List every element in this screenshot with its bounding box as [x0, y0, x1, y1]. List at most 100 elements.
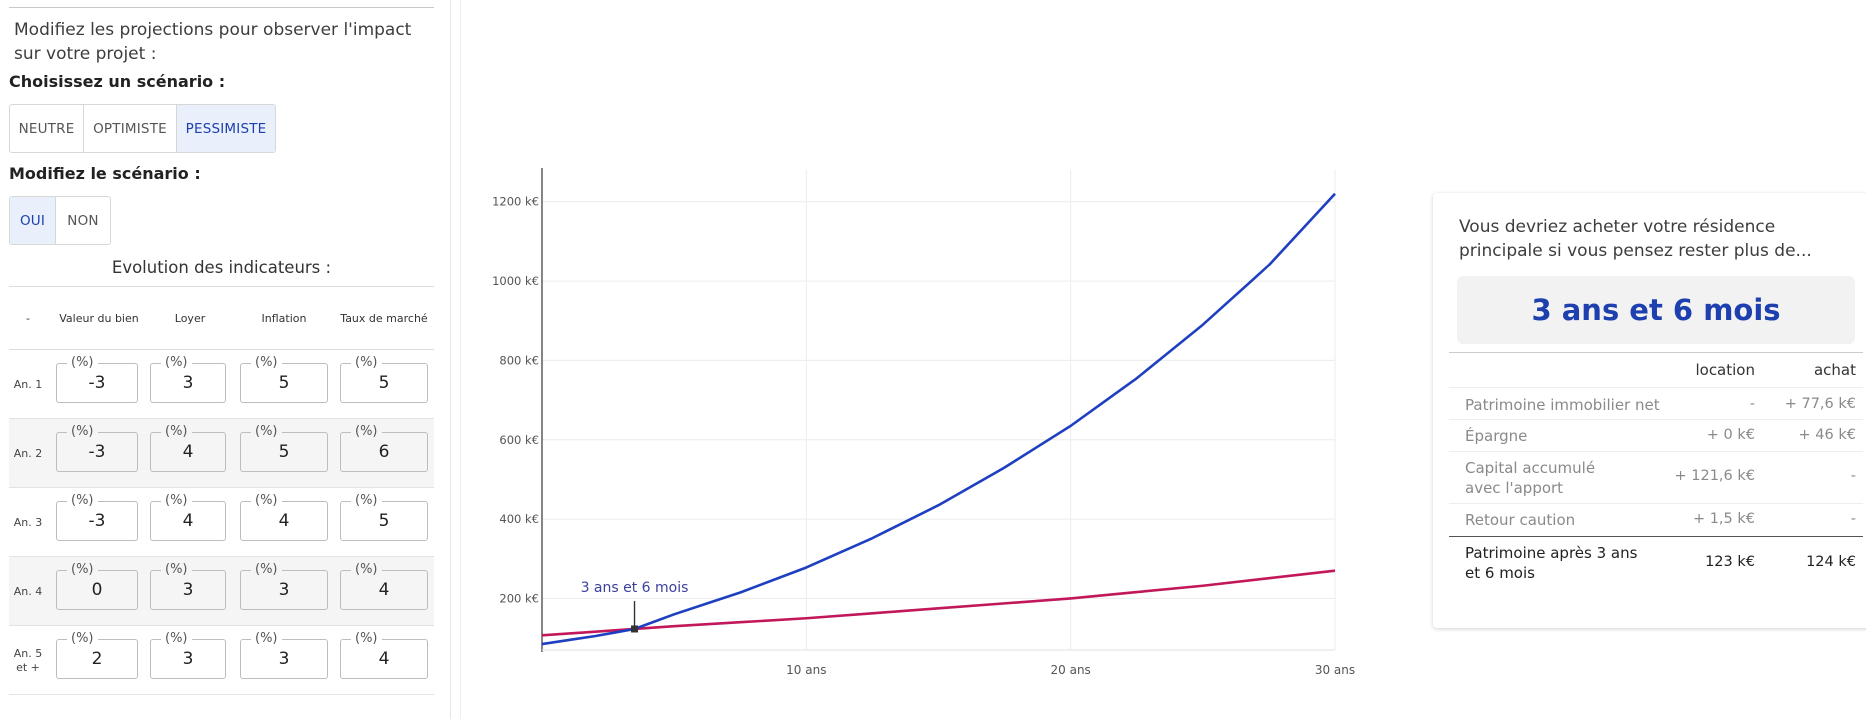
year-label: An. 4 — [13, 584, 43, 598]
taux-de-marche-input[interactable]: (%) 4 — [340, 631, 428, 679]
comparison-row: Retour caution + 1,5 k€ - — [1449, 504, 1863, 536]
row-label: Retour caution — [1465, 511, 1576, 529]
indicators-table: - Valeur du bien Loyer Inflation Taux de… — [9, 286, 434, 695]
loyer-input[interactable]: (%) 3 — [150, 631, 226, 679]
inflation-input[interactable]: (%) 5 — [240, 355, 328, 403]
unit-legend: (%) — [251, 493, 282, 509]
x-tick-label: 10 ans — [786, 663, 826, 677]
modify-non-button[interactable]: NON — [67, 212, 99, 229]
valeur-du-bien-input[interactable]: (%) 0 — [56, 562, 138, 610]
indicator-row: An. 2 (%) -3 (%) 4 (%) 5 (%) 6 — [9, 419, 434, 488]
year-label: An. 5 et + — [13, 646, 43, 674]
row-label: Capital accumulé avec l'apport — [1465, 459, 1596, 497]
comparison-total-row: Patrimoine après 3 ans et 6 mois 123 k€ … — [1449, 536, 1863, 592]
result-card: Vous devriez acheter votre résidence pri… — [1433, 193, 1866, 628]
input-value: 5 — [278, 442, 290, 462]
row-location-value: + 0 k€ — [1706, 427, 1755, 443]
input-value: 3 — [278, 649, 290, 669]
valeur-du-bien-input[interactable]: (%) -3 — [56, 424, 138, 472]
modify-scenario-label: Modifiez le scénario : — [9, 164, 201, 183]
valeur-du-bien-input[interactable]: (%) 2 — [56, 631, 138, 679]
comparison-table: location achat Patrimoine immobilier net… — [1449, 352, 1863, 592]
scenario-pessimiste-button[interactable]: PESSIMISTE — [177, 105, 275, 152]
unit-legend: (%) — [161, 424, 192, 440]
break-even-marker — [631, 625, 639, 633]
taux-de-marche-input[interactable]: (%) 6 — [340, 424, 428, 472]
indicator-row: An. 5 et + (%) 2 (%) 3 (%) 3 (%) 4 — [9, 626, 434, 695]
y-tick-label: 800 k€ — [499, 353, 539, 367]
unit-legend: (%) — [161, 562, 192, 578]
scenario-neutre-button[interactable]: NEUTRE — [10, 105, 84, 152]
y-tick-label: 1200 k€ — [492, 195, 539, 209]
chart-svg: 200 k€ 400 k€ 600 k€ 800 k€ 1000 k€ 1200 k€ 10… — [492, 168, 1355, 677]
header-achat: achat — [1813, 361, 1856, 379]
row-achat-value: + 46 k€ — [1798, 427, 1856, 443]
input-value: 3 — [182, 373, 194, 393]
modify-scenario-button-group: OUI NON — [9, 196, 111, 245]
series-line-achat — [541, 192, 1336, 646]
taux-de-marche-input[interactable]: (%) 5 — [340, 355, 428, 403]
y-tick-label: 400 k€ — [499, 512, 539, 526]
scenario-label: Choisissez un scénario : — [9, 72, 226, 91]
unit-legend: (%) — [67, 355, 98, 371]
unit-legend: (%) — [351, 355, 382, 371]
y-tick-label: 1000 k€ — [492, 274, 539, 288]
taux-de-marche-input[interactable]: (%) 4 — [340, 562, 428, 610]
input-value: 3 — [278, 580, 290, 600]
total-label: Patrimoine après 3 ans et 6 mois — [1465, 544, 1638, 582]
input-value: 0 — [91, 580, 103, 600]
row-label: Épargne — [1465, 427, 1528, 445]
input-value: 4 — [378, 649, 390, 669]
header-dash: - — [26, 312, 30, 325]
series-line-location — [541, 569, 1336, 637]
comparison-row: Capital accumulé avec l'apport + 121,6 k… — [1449, 452, 1863, 504]
input-value: 4 — [182, 442, 194, 462]
unit-legend: (%) — [251, 562, 282, 578]
inflation-input[interactable]: (%) 3 — [240, 631, 328, 679]
taux-de-marche-input[interactable]: (%) 5 — [340, 493, 428, 541]
patrimoine-evolution-chart: 200 k€ 400 k€ 600 k€ 800 k€ 1000 k€ 1200 k€ 10… — [480, 160, 1360, 690]
header-loyer: Loyer — [174, 312, 206, 325]
indicator-row: An. 3 (%) -3 (%) 4 (%) 4 (%) 5 — [9, 488, 434, 557]
inflation-input[interactable]: (%) 3 — [240, 562, 328, 610]
inflation-input[interactable]: (%) 4 — [240, 493, 328, 541]
unit-legend: (%) — [67, 424, 98, 440]
loyer-input[interactable]: (%) 3 — [150, 562, 226, 610]
unit-legend: (%) — [351, 493, 382, 509]
input-value: 3 — [182, 649, 194, 669]
header-valeur-du-bien: Valeur du bien — [59, 312, 139, 325]
x-tick-label: 30 ans — [1315, 663, 1355, 677]
total-location-value: 123 k€ — [1705, 554, 1755, 570]
row-achat-value: + 77,6 k€ — [1784, 396, 1856, 412]
row-label: Patrimoine immobilier net — [1465, 396, 1660, 414]
loyer-input[interactable]: (%) 3 — [150, 355, 226, 403]
unit-legend: (%) — [67, 562, 98, 578]
loyer-input[interactable]: (%) 4 — [150, 424, 226, 472]
unit-legend: (%) — [251, 631, 282, 647]
x-tick-label: 20 ans — [1051, 663, 1091, 677]
inflation-input[interactable]: (%) 5 — [240, 424, 328, 472]
unit-legend: (%) — [351, 562, 382, 578]
unit-legend: (%) — [351, 631, 382, 647]
input-value: 5 — [378, 511, 390, 531]
input-value: 3 — [182, 580, 194, 600]
row-achat-value: - — [1850, 468, 1856, 484]
unit-legend: (%) — [67, 493, 98, 509]
scenario-optimiste-button[interactable]: OPTIMISTE — [84, 105, 177, 152]
loyer-input[interactable]: (%) 4 — [150, 493, 226, 541]
y-tick-label: 600 k€ — [499, 433, 539, 447]
comparison-table-header: location achat — [1449, 353, 1863, 388]
modify-oui-button[interactable]: OUI — [10, 197, 56, 244]
input-value: -3 — [88, 442, 106, 462]
row-location-value: + 1,5 k€ — [1692, 511, 1755, 527]
header-taux-de-marche: Taux de marché — [340, 312, 428, 325]
y-tick-label: 200 k€ — [499, 591, 539, 605]
input-value: 2 — [91, 649, 103, 669]
indicators-table-title: Evolution des indicateurs : — [111, 258, 332, 277]
row-achat-value: - — [1850, 511, 1856, 527]
scenario-button-group: NEUTRE OPTIMISTE PESSIMISTE — [9, 104, 276, 153]
valeur-du-bien-input[interactable]: (%) -3 — [56, 493, 138, 541]
valeur-du-bien-input[interactable]: (%) -3 — [56, 355, 138, 403]
input-value: 4 — [182, 511, 194, 531]
year-label: An. 1 — [13, 377, 43, 391]
